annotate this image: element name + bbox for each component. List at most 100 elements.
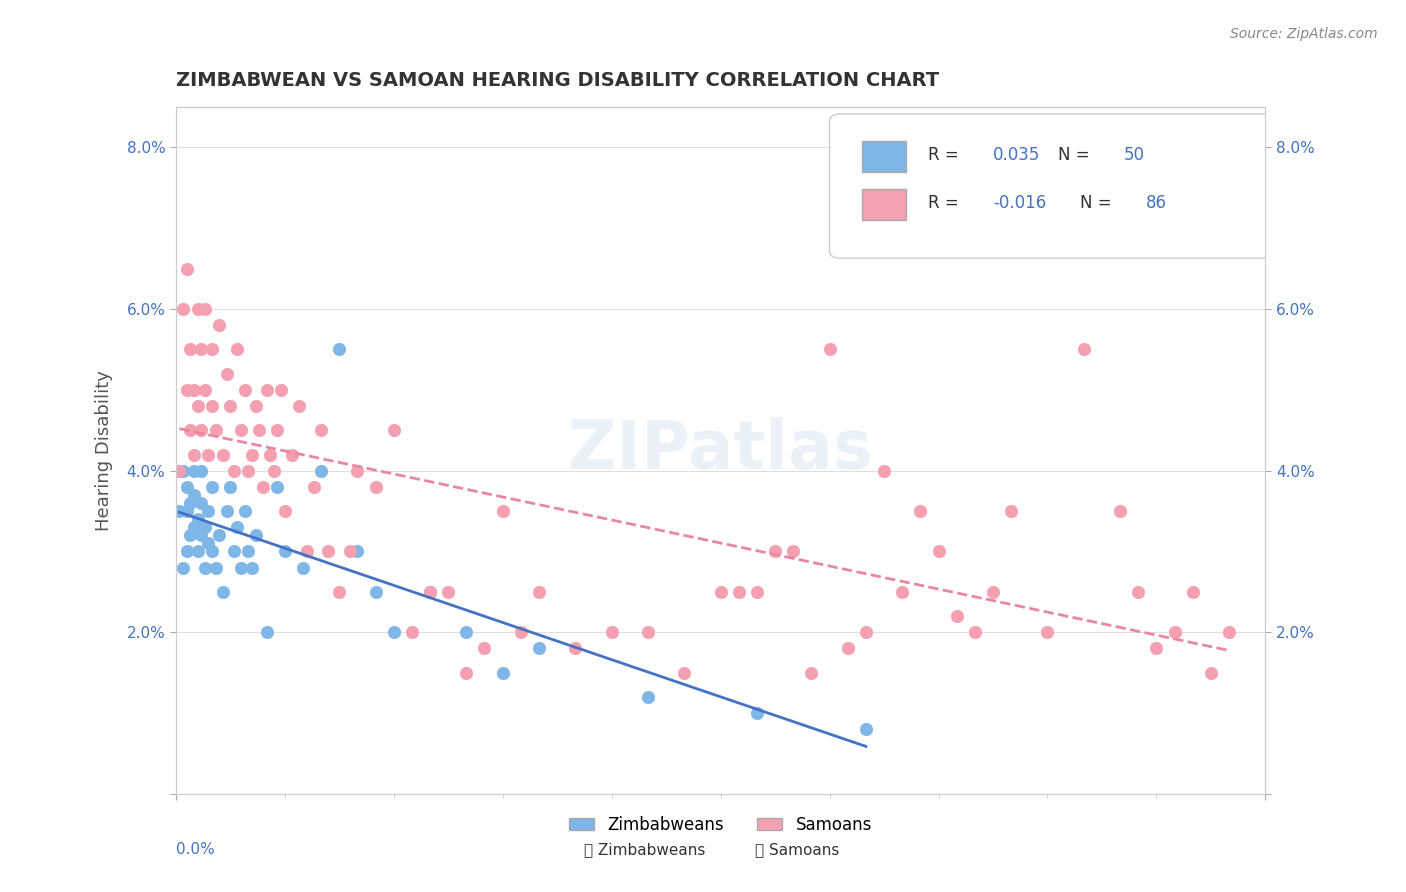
Point (1000, 504, 1022, 518)
Point (183, 448, 205, 462)
Point (673, 665, 696, 680)
Text: ⬜ Zimbabweans: ⬜ Zimbabweans (583, 842, 704, 857)
Point (437, 585, 460, 599)
Point (176, 261, 198, 276)
Point (782, 544, 804, 558)
Point (186, 301, 209, 316)
Point (204, 423, 226, 437)
Text: R =: R = (928, 146, 963, 164)
Point (238, 464, 260, 478)
Point (263, 464, 285, 478)
Point (309, 423, 332, 437)
Point (219, 399, 242, 413)
Point (259, 448, 281, 462)
Point (288, 399, 311, 413)
Text: N =: N = (1059, 146, 1095, 164)
Point (637, 690, 659, 704)
Point (910, 504, 932, 518)
Point (318, 544, 340, 558)
Point (226, 520, 249, 534)
FancyBboxPatch shape (862, 141, 905, 172)
Point (600, 625, 623, 640)
Point (419, 585, 441, 599)
Point (204, 560, 226, 574)
Point (364, 585, 387, 599)
Point (346, 544, 368, 558)
Point (382, 423, 405, 437)
Point (240, 560, 263, 574)
Point (527, 585, 550, 599)
Point (212, 585, 235, 599)
Point (1128, 585, 1150, 599)
Point (837, 641, 859, 656)
Point (346, 464, 368, 478)
Point (197, 536, 219, 550)
Point (492, 665, 515, 680)
Point (183, 488, 205, 502)
Point (183, 464, 205, 478)
Point (727, 585, 749, 599)
Point (190, 464, 212, 478)
Point (194, 520, 217, 534)
Point (219, 480, 242, 494)
Point (963, 625, 986, 640)
Point (233, 383, 256, 397)
Point (240, 448, 263, 462)
Point (176, 480, 198, 494)
Point (1109, 504, 1132, 518)
Point (291, 560, 314, 574)
Point (1073, 343, 1095, 357)
Point (194, 301, 217, 316)
Point (339, 544, 361, 558)
Point (179, 423, 201, 437)
Point (873, 464, 896, 478)
Point (176, 383, 198, 397)
Point (928, 544, 950, 558)
Point (172, 301, 194, 316)
Point (231, 423, 253, 437)
Point (208, 318, 231, 333)
Point (295, 544, 318, 558)
Text: 0.035: 0.035 (993, 146, 1040, 164)
Point (419, 585, 441, 599)
Point (201, 343, 224, 357)
Point (212, 448, 235, 462)
Point (1181, 585, 1204, 599)
Legend: Zimbabweans, Samoans: Zimbabweans, Samoans (562, 809, 879, 840)
Point (637, 625, 659, 640)
Point (197, 448, 219, 462)
FancyBboxPatch shape (830, 114, 1288, 258)
Text: 50: 50 (1123, 146, 1144, 164)
Point (328, 585, 350, 599)
Point (1163, 625, 1185, 640)
Point (183, 383, 205, 397)
Point (456, 625, 478, 640)
Point (891, 585, 914, 599)
Point (252, 480, 274, 494)
Point (169, 464, 191, 478)
Point (222, 544, 245, 558)
Point (208, 528, 231, 542)
Point (256, 383, 278, 397)
Point (190, 423, 212, 437)
Point (256, 625, 278, 640)
Point (1146, 641, 1168, 656)
Point (194, 560, 217, 574)
Point (474, 641, 496, 656)
Point (201, 399, 224, 413)
Point (309, 464, 332, 478)
Point (274, 504, 297, 518)
Point (215, 504, 238, 518)
Point (186, 512, 209, 526)
Point (190, 528, 212, 542)
Text: -0.016: -0.016 (993, 194, 1046, 212)
Point (1218, 625, 1240, 640)
Point (1199, 665, 1222, 680)
Point (527, 641, 550, 656)
Point (745, 706, 768, 720)
Point (176, 544, 198, 558)
Point (172, 560, 194, 574)
Point (226, 343, 249, 357)
Point (401, 625, 423, 640)
Point (176, 504, 198, 518)
